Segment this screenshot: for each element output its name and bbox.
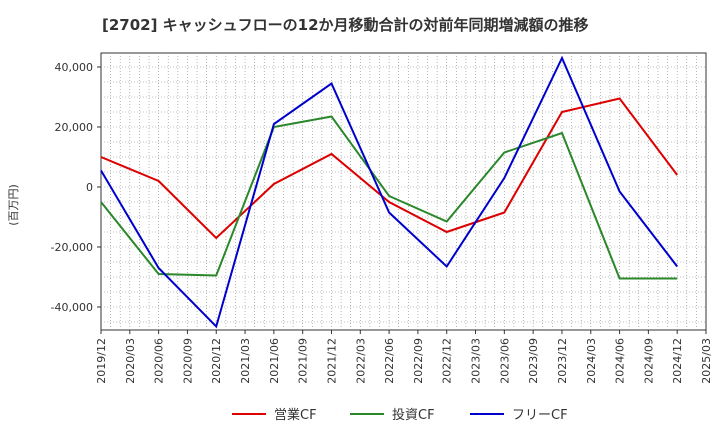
- x-tick-label: 2020/03: [124, 338, 137, 384]
- x-tick-label: 2022/06: [383, 338, 396, 384]
- y-tick-label: 40,000: [55, 61, 94, 74]
- series-line-営業CF: [100, 97, 678, 240]
- series-lines: [100, 55, 678, 329]
- x-tick-label: 2020/06: [153, 338, 166, 384]
- x-tick-label: 2024/06: [614, 338, 627, 384]
- series-line-投資CF: [100, 115, 678, 280]
- x-tick-label: 2023/09: [527, 338, 540, 384]
- y-tick-label: -20,000: [51, 241, 93, 254]
- y-tick-label: 20,000: [55, 121, 94, 134]
- legend-label: 営業CF: [274, 407, 317, 423]
- y-axis-label: (百万円): [7, 184, 20, 226]
- legend-label: フリーCF: [512, 408, 568, 423]
- x-tick-label: 2024/09: [642, 338, 655, 384]
- x-tick-label: 2020/12: [210, 338, 223, 384]
- x-tick-label: 2023/06: [498, 338, 511, 384]
- x-tick-label: 2023/12: [556, 338, 569, 384]
- x-tick-label: 2019/12: [95, 338, 108, 384]
- legend-label: 投資CF: [392, 407, 435, 423]
- x-tick-label: 2024/12: [671, 338, 684, 384]
- x-tick-label: 2021/03: [239, 338, 252, 384]
- x-tick-label: 2023/03: [470, 338, 483, 384]
- y-axis-ticks: 40,000 20,000 0 -20,000 -40,000: [51, 61, 101, 314]
- x-axis-ticks: 2019/12 2020/03 2020/06 2020/09 2020/12 2021/…: [95, 330, 713, 384]
- y-tick-label: 0: [86, 181, 93, 194]
- series-line-フリーCF: [100, 55, 678, 329]
- x-tick-label: 2025/03: [700, 338, 713, 384]
- x-tick-label: 2022/09: [412, 338, 425, 384]
- chart-title: [2702] キャッシュフローの12か月移動合計の対前年同期増減額の推移: [102, 16, 589, 34]
- legend: 営業CF 投資CF フリーCF: [232, 407, 568, 423]
- x-tick-label: 2024/03: [585, 338, 598, 384]
- x-tick-label: 2021/12: [325, 338, 338, 384]
- x-tick-label: 2020/09: [181, 338, 194, 384]
- x-tick-label: 2021/09: [297, 338, 310, 384]
- plot-area: [100, 52, 707, 331]
- x-tick-label: 2022/03: [354, 338, 367, 384]
- x-tick-label: 2022/12: [441, 338, 454, 384]
- x-tick-label: 2021/06: [268, 338, 281, 384]
- y-tick-label: -40,000: [51, 301, 93, 314]
